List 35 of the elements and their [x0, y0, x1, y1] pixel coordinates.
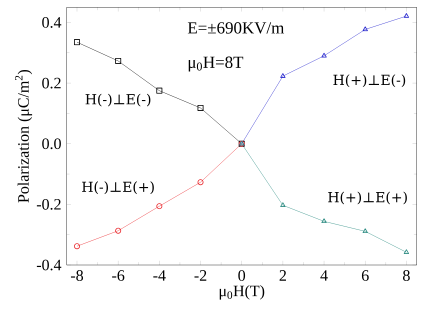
x-tick-label: -2	[194, 270, 206, 281]
series-label: H(-)⊥E(+)	[82, 181, 154, 194]
x-tick-label: 0	[238, 270, 246, 281]
point	[156, 203, 162, 210]
y-tick-label: 0.0	[42, 138, 61, 150]
series-label: H(+)⊥E(-)	[333, 74, 406, 88]
series-label: H(-)⊥E(-)	[86, 94, 150, 106]
point	[321, 52, 327, 58]
x-tick-label: -4	[153, 270, 166, 281]
y-tick-label: 0.2	[42, 78, 61, 89]
y-tick-label: -0.2	[36, 198, 61, 210]
x-tick-label: 6	[362, 270, 369, 281]
point	[280, 202, 286, 207]
annotation: E=±690KV/m	[188, 22, 284, 34]
point	[362, 26, 368, 32]
point	[321, 218, 327, 224]
y-tick-label: 0.4	[42, 17, 62, 28]
annotation: μ$_{0}$H=8T	[188, 56, 244, 72]
point	[74, 39, 80, 46]
y-tick-label: -0.4	[36, 260, 62, 270]
x-tick-label: -6	[112, 270, 124, 281]
point	[362, 228, 368, 234]
point	[156, 88, 162, 94]
point	[198, 104, 204, 111]
x-tick-label: -8	[70, 270, 84, 281]
point	[280, 73, 286, 78]
series-label: H(+)⊥E(+)	[328, 192, 407, 204]
point	[198, 179, 204, 186]
x-tick-label: 8	[403, 270, 410, 281]
x-tick-label: 2	[280, 270, 286, 281]
point	[115, 58, 122, 64]
x-axis-title: μ$_{0}$H(T)	[220, 285, 264, 300]
y-axis-title: Polarization (μC/m$^{2}$)	[15, 70, 32, 203]
x-tick-label: 4	[320, 270, 328, 281]
point	[115, 228, 122, 234]
